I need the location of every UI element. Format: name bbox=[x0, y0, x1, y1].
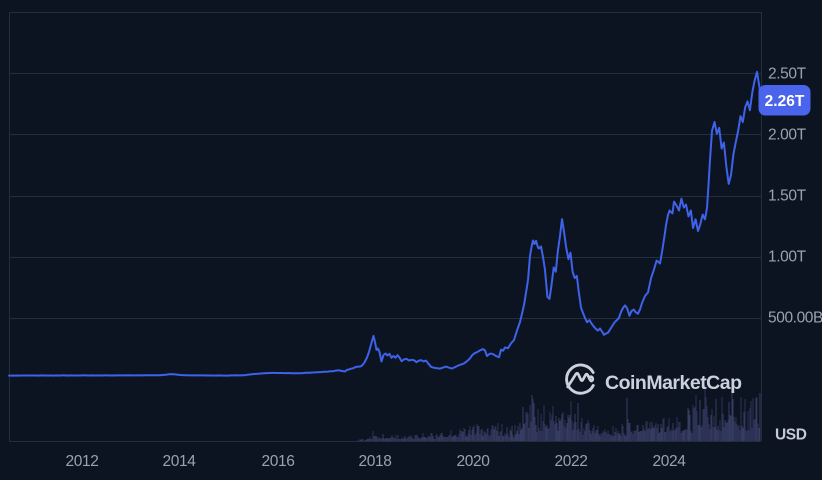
svg-text:2.50T: 2.50T bbox=[768, 66, 807, 83]
svg-text:2022: 2022 bbox=[555, 453, 588, 470]
svg-text:2.00T: 2.00T bbox=[768, 127, 807, 144]
svg-text:2024: 2024 bbox=[653, 453, 687, 470]
svg-text:USD: USD bbox=[775, 427, 807, 444]
svg-text:1.00T: 1.00T bbox=[768, 249, 807, 266]
svg-text:2020: 2020 bbox=[457, 453, 491, 470]
svg-text:1.50T: 1.50T bbox=[768, 188, 807, 205]
svg-text:2.26T: 2.26T bbox=[765, 93, 805, 110]
svg-text:2012: 2012 bbox=[66, 453, 99, 470]
svg-text:500.00B: 500.00B bbox=[768, 310, 822, 327]
svg-text:2014: 2014 bbox=[163, 453, 197, 470]
svg-text:2016: 2016 bbox=[262, 453, 295, 470]
svg-text:CoinMarketCap: CoinMarketCap bbox=[605, 372, 742, 394]
svg-text:2018: 2018 bbox=[359, 453, 392, 470]
